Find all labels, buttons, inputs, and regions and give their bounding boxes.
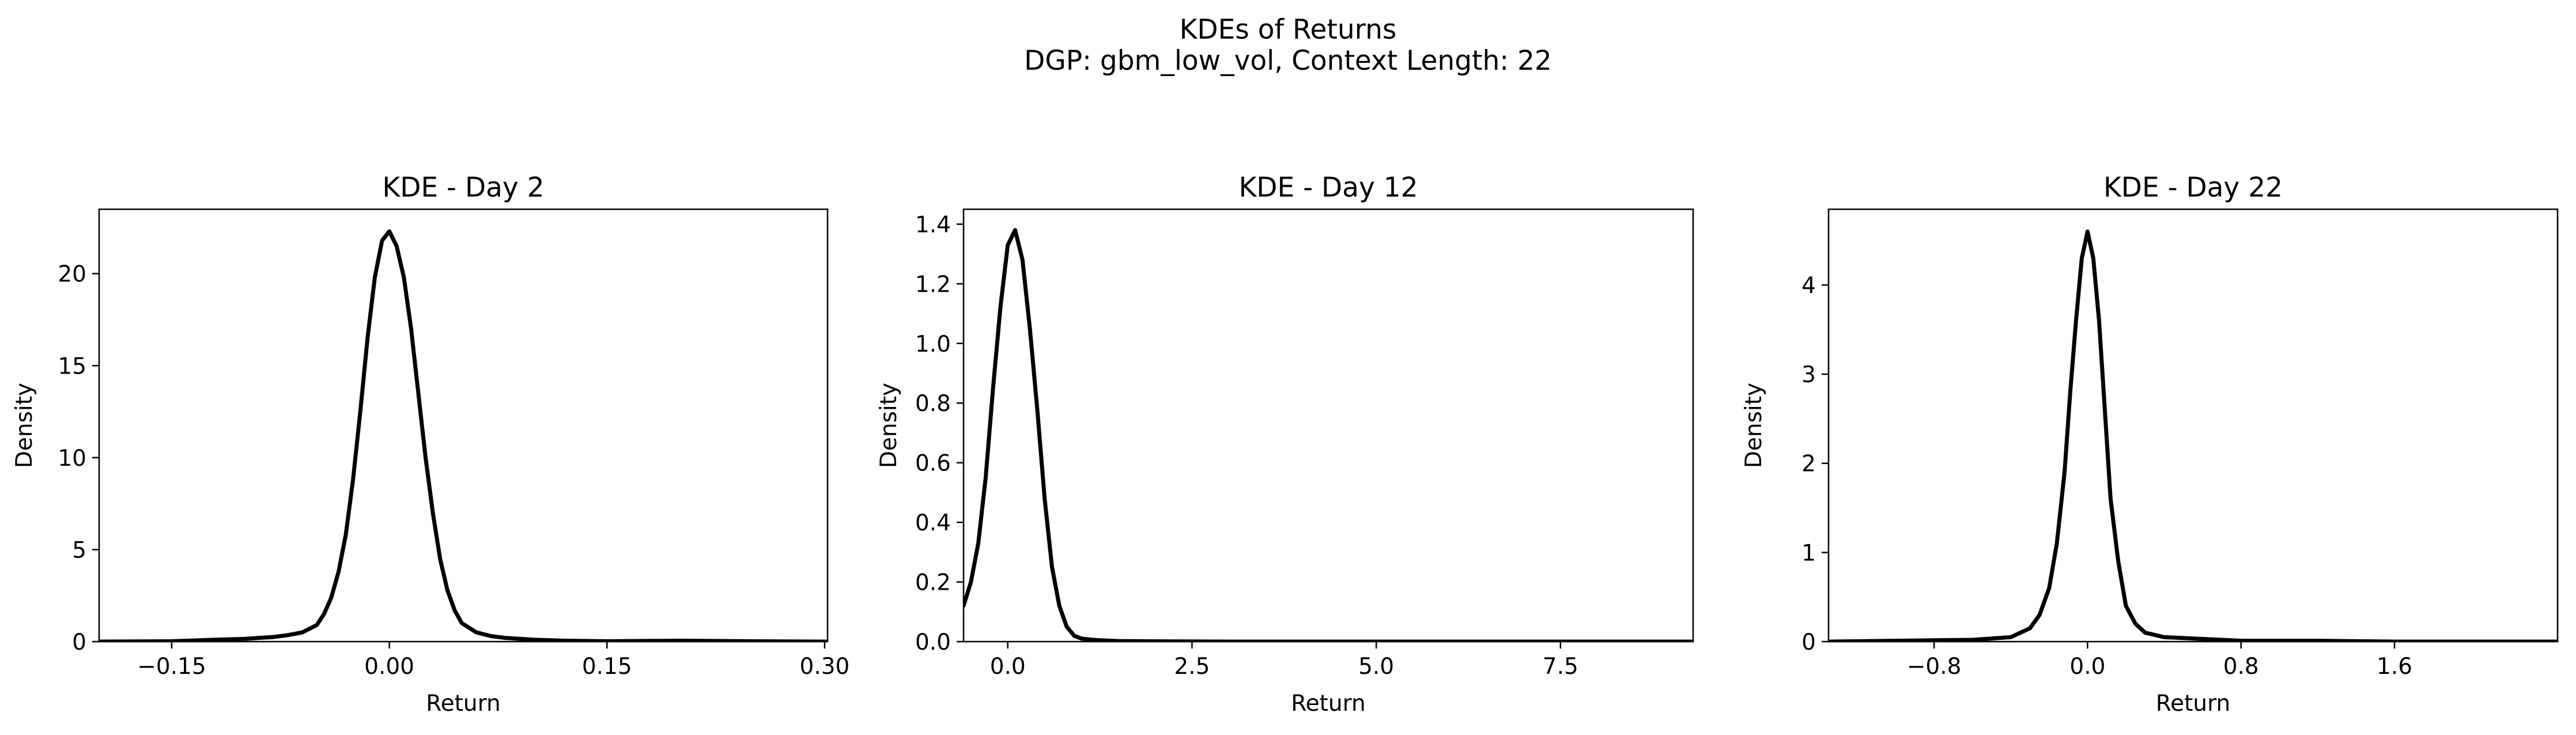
x-axis-label: Return (1291, 691, 1365, 717)
kde-panel-3: −0.8 0.0 0.8 1.6 0 1 2 3 4 KDE - Day 22 Return Dens… (1741, 172, 2559, 717)
y-axis-label: Density (876, 383, 902, 468)
x-tick-label: 0.15 (582, 654, 632, 680)
x-tick-label: 0.8 (2223, 654, 2259, 680)
x-tick-label: 0.00 (364, 654, 414, 680)
x-tick-label: 0.30 (800, 654, 850, 680)
y-tick-label: 1.4 (915, 212, 951, 238)
figure-subtitle: DGP: gbm_low_vol, Context Length: 22 (1024, 45, 1552, 77)
axes-frame (1827, 208, 2559, 643)
axes-frame (962, 208, 1694, 643)
x-axis-label: Return (2156, 691, 2230, 717)
subplot-title: KDE - Day 12 (1238, 172, 1418, 203)
y-tick-label: 4 (1801, 273, 1816, 299)
y-tick-label: 5 (72, 537, 86, 563)
axes-frame (98, 208, 829, 643)
y-tick-label: 2 (1801, 451, 1816, 477)
kde-panel-2: 0.0 2.5 5.0 7.5 0.0 0.2 0.4 0.6 0.8 1.0 1.2 1.4 KDE … (876, 172, 1694, 717)
kde-panel-1: −0.15 0.00 0.15 0.30 0 5 10 15 20 KDE - Day 2 Retu… (12, 172, 849, 717)
y-tick-label: 1 (1801, 540, 1816, 566)
x-tick-label: 7.5 (1543, 654, 1578, 680)
y-tick-label: 1.2 (915, 272, 951, 297)
y-tick-label: 0.8 (915, 391, 951, 417)
x-tick-label: 5.0 (1358, 654, 1394, 680)
figure-title: KDEs of Returns (1179, 14, 1397, 46)
x-axis-label: Return (426, 691, 500, 717)
y-axis-label: Density (12, 383, 37, 468)
subplot-title: KDE - Day 2 (382, 172, 544, 203)
y-tick-label: 3 (1801, 362, 1816, 388)
x-tick-label: −0.8 (1907, 654, 1962, 680)
subplot-title: KDE - Day 22 (2103, 172, 2283, 203)
y-tick-label: 0 (72, 630, 86, 655)
kde-line (964, 228, 1693, 642)
x-tick-label: −0.15 (137, 654, 206, 680)
x-tick-label: 1.6 (2377, 654, 2412, 680)
y-tick-label: 0.2 (915, 570, 951, 596)
x-tick-label: 0.0 (990, 654, 1026, 680)
y-tick-label: 0.4 (915, 510, 951, 536)
x-tick-label: 0.0 (2069, 654, 2105, 680)
y-tick-label: 0 (1801, 630, 1816, 655)
y-tick-label: 0.6 (915, 451, 951, 477)
kde-line (1829, 229, 2558, 642)
y-axis-label: Density (1741, 383, 1767, 468)
y-tick-label: 10 (58, 446, 86, 472)
x-tick-label: 2.5 (1174, 654, 1210, 680)
y-tick-label: 20 (58, 262, 86, 288)
y-tick-label: 1.0 (915, 331, 951, 357)
kde-line (99, 229, 828, 642)
y-tick-label: 0.0 (915, 630, 951, 655)
y-tick-label: 15 (58, 353, 86, 379)
